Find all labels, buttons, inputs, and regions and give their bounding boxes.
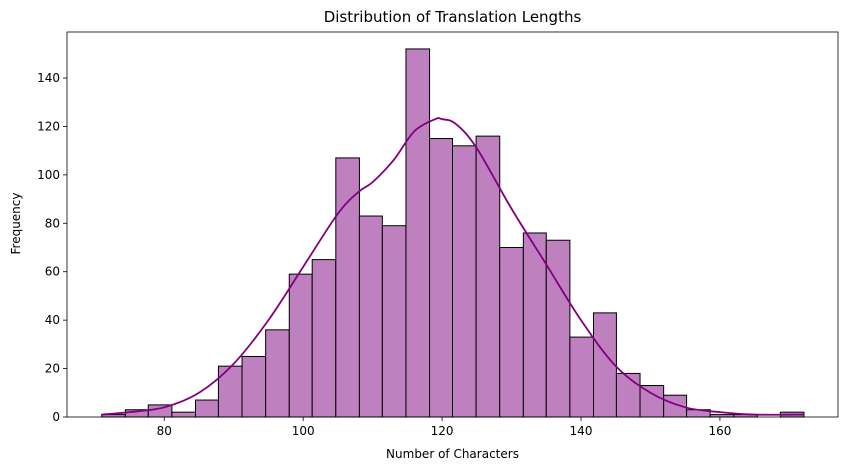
histogram-bar-23 <box>639 385 665 418</box>
histogram-bar-7 <box>265 329 290 418</box>
y-tick-label: 20 <box>45 362 60 376</box>
x-tick-label: 160 <box>708 424 731 438</box>
histogram-bar-22 <box>615 372 641 418</box>
y-tick-label: 120 <box>37 119 60 133</box>
histogram-bars <box>101 48 805 418</box>
y-tick-label: 40 <box>45 313 60 327</box>
x-tick-label: 80 <box>157 424 172 438</box>
histogram-bar-13 <box>405 48 431 418</box>
histogram-bar-9 <box>311 259 337 418</box>
histogram-bar-3 <box>171 411 197 418</box>
x-axis-label: Number of Characters <box>386 447 519 461</box>
histogram-bar-14 <box>429 138 453 418</box>
y-axis-ticks: 0 20 40 60 80 100 120 140 <box>37 71 67 424</box>
y-tick-label: 0 <box>52 410 60 424</box>
histogram-bar-10 <box>335 157 360 418</box>
histogram-bar-20 <box>569 336 595 418</box>
histogram-bar-5 <box>217 365 243 418</box>
histogram-bar-12 <box>381 225 407 418</box>
histogram-bar-11 <box>358 215 383 418</box>
histogram-bar-8 <box>288 273 313 418</box>
histogram-bar-6 <box>241 355 267 418</box>
x-tick-label: 120 <box>431 424 454 438</box>
histogram-bar-15 <box>452 145 477 418</box>
y-axis-label: Frequency <box>9 193 23 255</box>
chart-title: Distribution of Translation Lengths <box>324 8 582 26</box>
histogram-bar-19 <box>545 239 571 418</box>
histogram-bar-17 <box>499 247 524 418</box>
x-tick-label: 100 <box>292 424 315 438</box>
histogram-bar-4 <box>195 399 219 418</box>
y-tick-label: 100 <box>37 168 60 182</box>
x-tick-label: 140 <box>570 424 593 438</box>
y-tick-label: 140 <box>37 71 60 85</box>
plot-area-frame <box>66 31 839 418</box>
histogram-bar-16 <box>475 135 501 418</box>
histogram-bar-21 <box>593 312 617 418</box>
x-axis-ticks: 80 100 120 140 160 <box>157 417 731 438</box>
y-tick-label: 80 <box>45 216 60 230</box>
y-tick-label: 60 <box>45 265 60 279</box>
kde-curve <box>101 117 804 416</box>
